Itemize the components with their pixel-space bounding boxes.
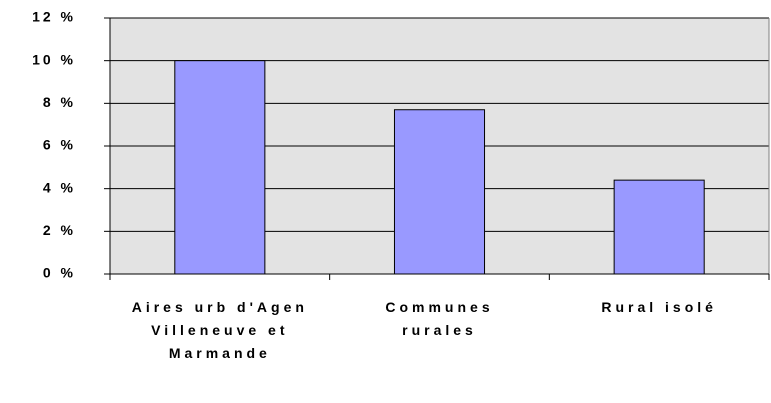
x-tick-label: Aires urb d'Agen Villeneuve et Marmande xyxy=(131,299,308,361)
y-tick-label: 10 % xyxy=(32,51,76,67)
bar xyxy=(613,179,705,275)
bar xyxy=(174,60,266,275)
y-tick-label: 6 % xyxy=(43,137,76,153)
y-tick-label: 2 % xyxy=(43,222,76,238)
x-tick-label: Rural isolé xyxy=(601,299,717,315)
y-tick-label: 0 % xyxy=(43,265,76,281)
y-tick-label: 12 % xyxy=(32,9,76,25)
y-tick-label: 8 % xyxy=(43,94,76,110)
x-tick-label: Communes rurales xyxy=(385,299,494,338)
bar xyxy=(393,109,486,275)
y-tick-label: 4 % xyxy=(43,179,76,195)
